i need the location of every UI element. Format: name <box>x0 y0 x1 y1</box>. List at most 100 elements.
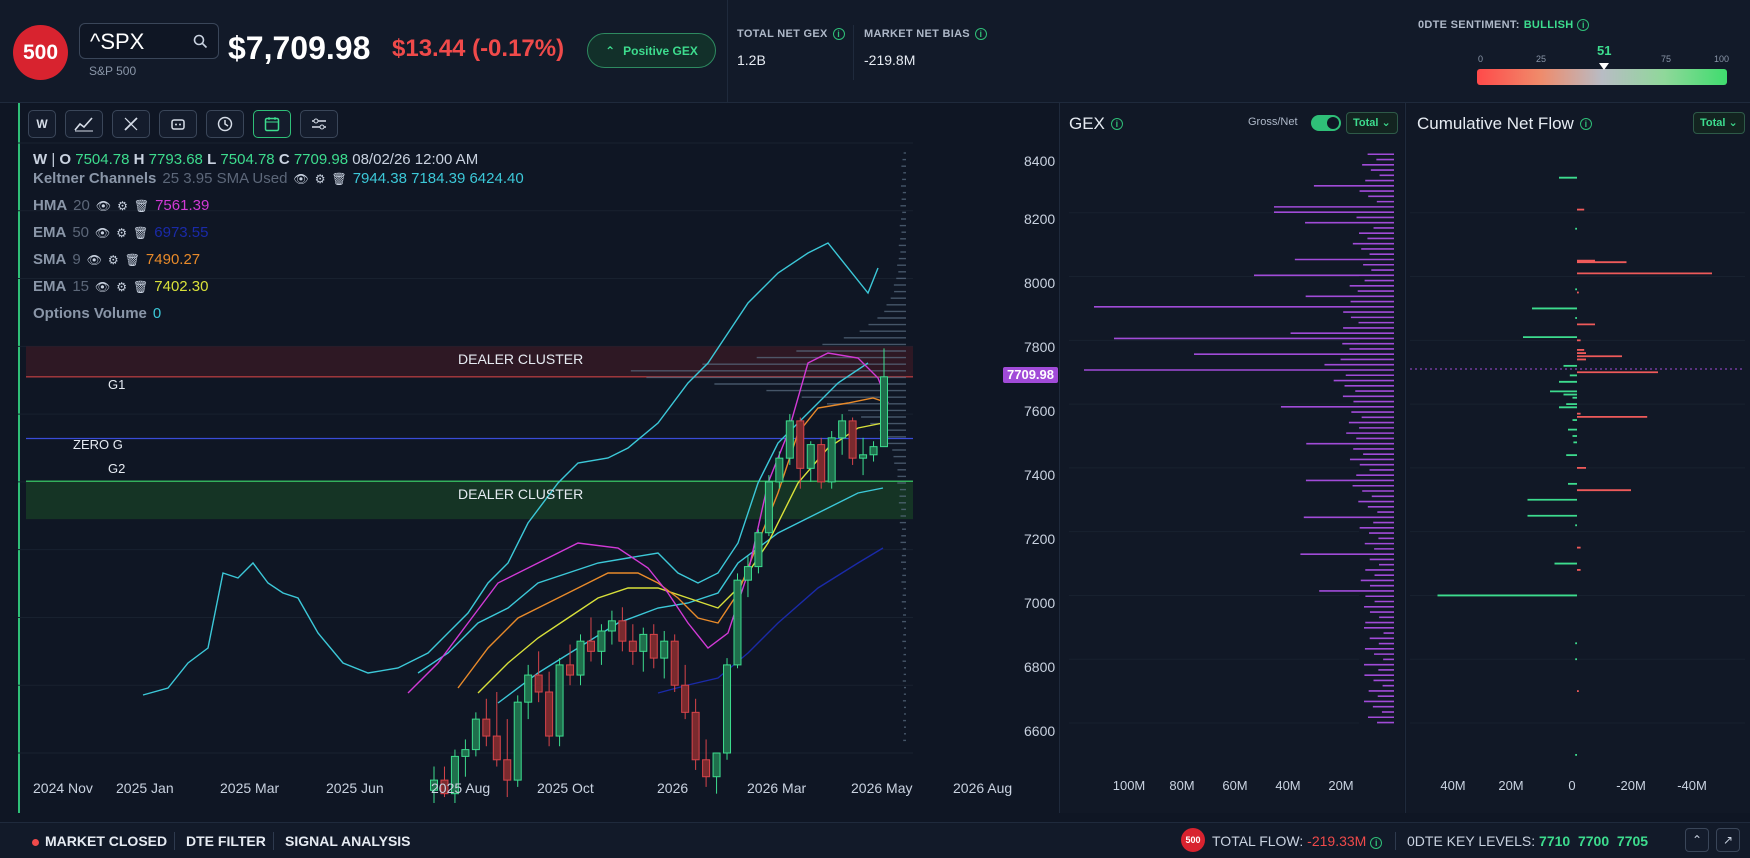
drawing-tools-button[interactable] <box>112 110 150 138</box>
eye-icon[interactable]: 👁 <box>86 252 102 267</box>
last-price: $7,709.98 <box>228 30 371 66</box>
low-value: 7504.78 <box>220 151 275 168</box>
g2-label: G2 <box>108 461 126 476</box>
eye-icon[interactable]: 👁 <box>293 171 309 186</box>
flow-histogram[interactable]: 40M 20M 0 -20M -40M <box>1405 150 1750 800</box>
candle-body <box>597 630 606 652</box>
signal-analysis-button[interactable]: SIGNAL ANALYSIS <box>285 833 411 849</box>
eye-icon[interactable]: 👁 <box>95 279 111 294</box>
trash-icon[interactable]: 🗑 <box>133 279 149 294</box>
x-axis-tick: 80M <box>1169 778 1194 793</box>
x-axis-tick: -20M <box>1616 778 1646 793</box>
high-label: H <box>133 151 145 168</box>
y-axis-tick: 7800 <box>1024 339 1056 355</box>
gauge-tick: 0 <box>1478 54 1484 64</box>
candle-body <box>764 481 773 534</box>
symbol-search-input[interactable]: ^SPX <box>79 23 219 59</box>
flow-total-select[interactable]: Total ⌄ <box>1693 112 1745 134</box>
symbol-text: ^SPX <box>90 29 145 54</box>
gear-icon[interactable]: ⚙ <box>314 171 326 186</box>
x-axis-tick: 20M <box>1328 778 1353 793</box>
indicator-sma-9[interactable]: SMA 9 👁 ⚙ 🗑 7490.27 <box>33 251 200 268</box>
candle-body <box>607 620 616 632</box>
sentiment-value: BULLISH <box>1523 19 1574 31</box>
chart-settings-button[interactable] <box>300 110 338 138</box>
candle-body <box>639 633 648 652</box>
eye-icon[interactable]: 👁 <box>95 198 112 213</box>
bot-button[interactable] <box>159 110 197 138</box>
indicators-icon <box>74 117 93 132</box>
indicators-button[interactable] <box>65 110 103 138</box>
flow-panel <box>1405 103 1750 813</box>
open-label: O <box>59 151 72 168</box>
sma9-line <box>457 397 889 689</box>
info-icon[interactable]: i <box>1579 118 1592 130</box>
trash-icon[interactable]: 🗑 <box>124 252 140 267</box>
replay-button[interactable] <box>206 110 244 138</box>
info-icon[interactable]: i <box>1370 837 1383 849</box>
key-level: 7700 <box>1577 833 1610 849</box>
indicator-keltner[interactable]: Keltner Channels 25 3.95 SMA Used 👁 ⚙ 🗑 794… <box>33 170 524 187</box>
candle-body <box>880 376 888 448</box>
gex-title: GEX i <box>1069 114 1123 134</box>
info-icon[interactable]: i <box>1110 118 1123 130</box>
timeframe-button[interactable]: W <box>28 110 56 138</box>
x-axis-tick: 2025 Aug <box>431 780 491 796</box>
market-status[interactable]: MARKET CLOSED <box>32 833 167 849</box>
info-icon[interactable]: i <box>832 28 845 40</box>
x-axis-tick: -40M <box>1677 778 1707 793</box>
candle-body <box>785 420 794 459</box>
candle-body <box>430 779 438 791</box>
price-change: $13.44 (-0.17%) <box>392 35 565 62</box>
trash-icon[interactable]: 🗑 <box>331 171 347 186</box>
total-net-gex-stat: TOTAL NET GEX i 1.2B <box>737 28 845 68</box>
indicator-ema-50[interactable]: EMA 50 👁 ⚙ 🗑 6973.55 <box>33 224 209 241</box>
candle-body <box>524 674 533 703</box>
dte-filter-button[interactable]: DTE FILTER <box>186 833 266 849</box>
trash-icon[interactable]: 🗑 <box>133 225 149 240</box>
replay-icon <box>217 116 233 132</box>
trash-icon[interactable]: 🗑 <box>133 198 150 213</box>
app-logo[interactable]: 500 <box>13 25 68 80</box>
calendar-button[interactable] <box>253 110 291 138</box>
price-chart[interactable] <box>18 103 1058 803</box>
candle-body <box>618 620 627 642</box>
indicator-params: 25 3.95 SMA Used <box>162 170 288 187</box>
external-link-icon: ↗ <box>1722 833 1734 847</box>
indicator-value: 7402.30 <box>154 278 209 295</box>
keltner-mid-line <box>417 362 869 674</box>
y-axis-tick: 7200 <box>1024 531 1056 547</box>
gear-icon[interactable]: ⚙ <box>116 279 128 294</box>
candle-body <box>566 664 575 676</box>
chart-toolbar: W <box>28 110 338 138</box>
gear-icon[interactable]: ⚙ <box>107 252 119 267</box>
indicator-hma[interactable]: HMA 20 👁 ⚙ 🗑 7561.39 <box>33 197 209 214</box>
candle-body <box>869 446 878 456</box>
candle-body <box>628 640 637 652</box>
gex-histogram[interactable]: 100M 80M 60M 40M 20M <box>1059 150 1404 800</box>
info-icon[interactable]: i <box>1577 19 1590 31</box>
sentiment-label: 0DTE SENTIMENT: <box>1418 19 1520 31</box>
positive-gex-button[interactable]: ⌃ Positive GEX <box>587 33 716 68</box>
gear-icon[interactable]: ⚙ <box>117 198 128 213</box>
y-axis-tick: 6600 <box>1024 723 1056 739</box>
popout-button[interactable]: ↗ <box>1716 828 1740 852</box>
expand-up-button[interactable]: ⌃ <box>1685 828 1709 852</box>
candle-body <box>806 444 815 469</box>
chart-panel[interactable] <box>18 103 1058 813</box>
symbol-name: S&P 500 <box>89 64 137 78</box>
y-axis-tick: 7000 <box>1024 595 1056 611</box>
indicator-options-volume[interactable]: Options Volume 0 <box>33 305 161 322</box>
indicator-ema-15[interactable]: EMA 15 👁 ⚙ 🗑 7402.30 <box>33 278 209 295</box>
search-icon[interactable] <box>192 33 210 51</box>
eye-icon[interactable]: 👁 <box>95 225 111 240</box>
gear-icon[interactable]: ⚙ <box>116 225 128 240</box>
gross-net-toggle[interactable] <box>1311 115 1341 131</box>
gex-total-select[interactable]: Total ⌄ <box>1346 112 1398 134</box>
x-axis-tick: 0 <box>1568 778 1575 793</box>
candle-body <box>670 640 679 686</box>
info-icon[interactable]: i <box>974 28 987 40</box>
high-value: 7793.68 <box>148 151 203 168</box>
chevron-down-icon: ⌄ <box>1728 117 1738 129</box>
